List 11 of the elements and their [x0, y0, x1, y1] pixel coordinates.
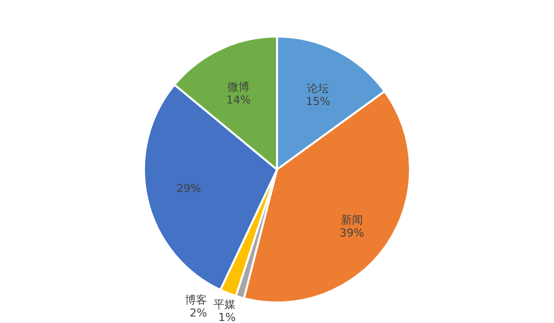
slice-label: 论坛 [307, 82, 330, 95]
data-label: 15% [306, 94, 330, 108]
data-label: 29% [176, 182, 201, 196]
slice-label: 微博 [227, 80, 250, 94]
data-label: 14% [226, 94, 251, 107]
slice-label: 博客 [185, 294, 208, 307]
slice-label: 平媒 [214, 298, 236, 311]
slice-label: 新闻 [340, 213, 363, 226]
data-label: 2% [190, 306, 208, 320]
data-label: 39% [340, 226, 364, 240]
data-label: 1% [218, 310, 236, 323]
